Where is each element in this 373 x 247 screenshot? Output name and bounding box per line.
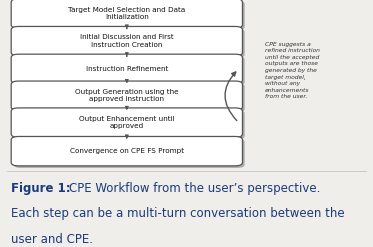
Text: Target Model Selection and Data
Initialization: Target Model Selection and Data Initiali… <box>68 7 185 20</box>
FancyBboxPatch shape <box>11 54 242 83</box>
FancyBboxPatch shape <box>13 139 245 168</box>
Text: CPE suggests a
refined instruction
until the accepted
outputs are those
generate: CPE suggests a refined instruction until… <box>265 42 320 100</box>
FancyBboxPatch shape <box>13 28 245 58</box>
Text: user and CPE.: user and CPE. <box>11 233 93 246</box>
Text: Each step can be a multi-turn conversation between the: Each step can be a multi-turn conversati… <box>11 207 345 221</box>
Text: CPE Workflow from the user’s perspective.: CPE Workflow from the user’s perspective… <box>69 182 320 195</box>
FancyBboxPatch shape <box>11 0 242 28</box>
FancyBboxPatch shape <box>11 108 242 137</box>
FancyBboxPatch shape <box>13 1 245 30</box>
FancyBboxPatch shape <box>11 81 242 110</box>
FancyBboxPatch shape <box>13 83 245 112</box>
FancyBboxPatch shape <box>13 110 245 139</box>
FancyArrowPatch shape <box>225 72 237 121</box>
FancyBboxPatch shape <box>13 56 245 85</box>
FancyBboxPatch shape <box>11 136 242 166</box>
Text: Initial Discussion and First
Instruction Creation: Initial Discussion and First Instruction… <box>80 34 174 48</box>
Text: Output Generation using the
approved instruction: Output Generation using the approved ins… <box>75 89 179 103</box>
FancyBboxPatch shape <box>11 26 242 56</box>
Text: Output Enhancement until
approved: Output Enhancement until approved <box>79 116 175 129</box>
Text: Figure 1:: Figure 1: <box>11 182 71 195</box>
Text: Convergence on CPE FS Prompt: Convergence on CPE FS Prompt <box>70 148 184 154</box>
Text: Instruction Refinement: Instruction Refinement <box>86 66 168 72</box>
